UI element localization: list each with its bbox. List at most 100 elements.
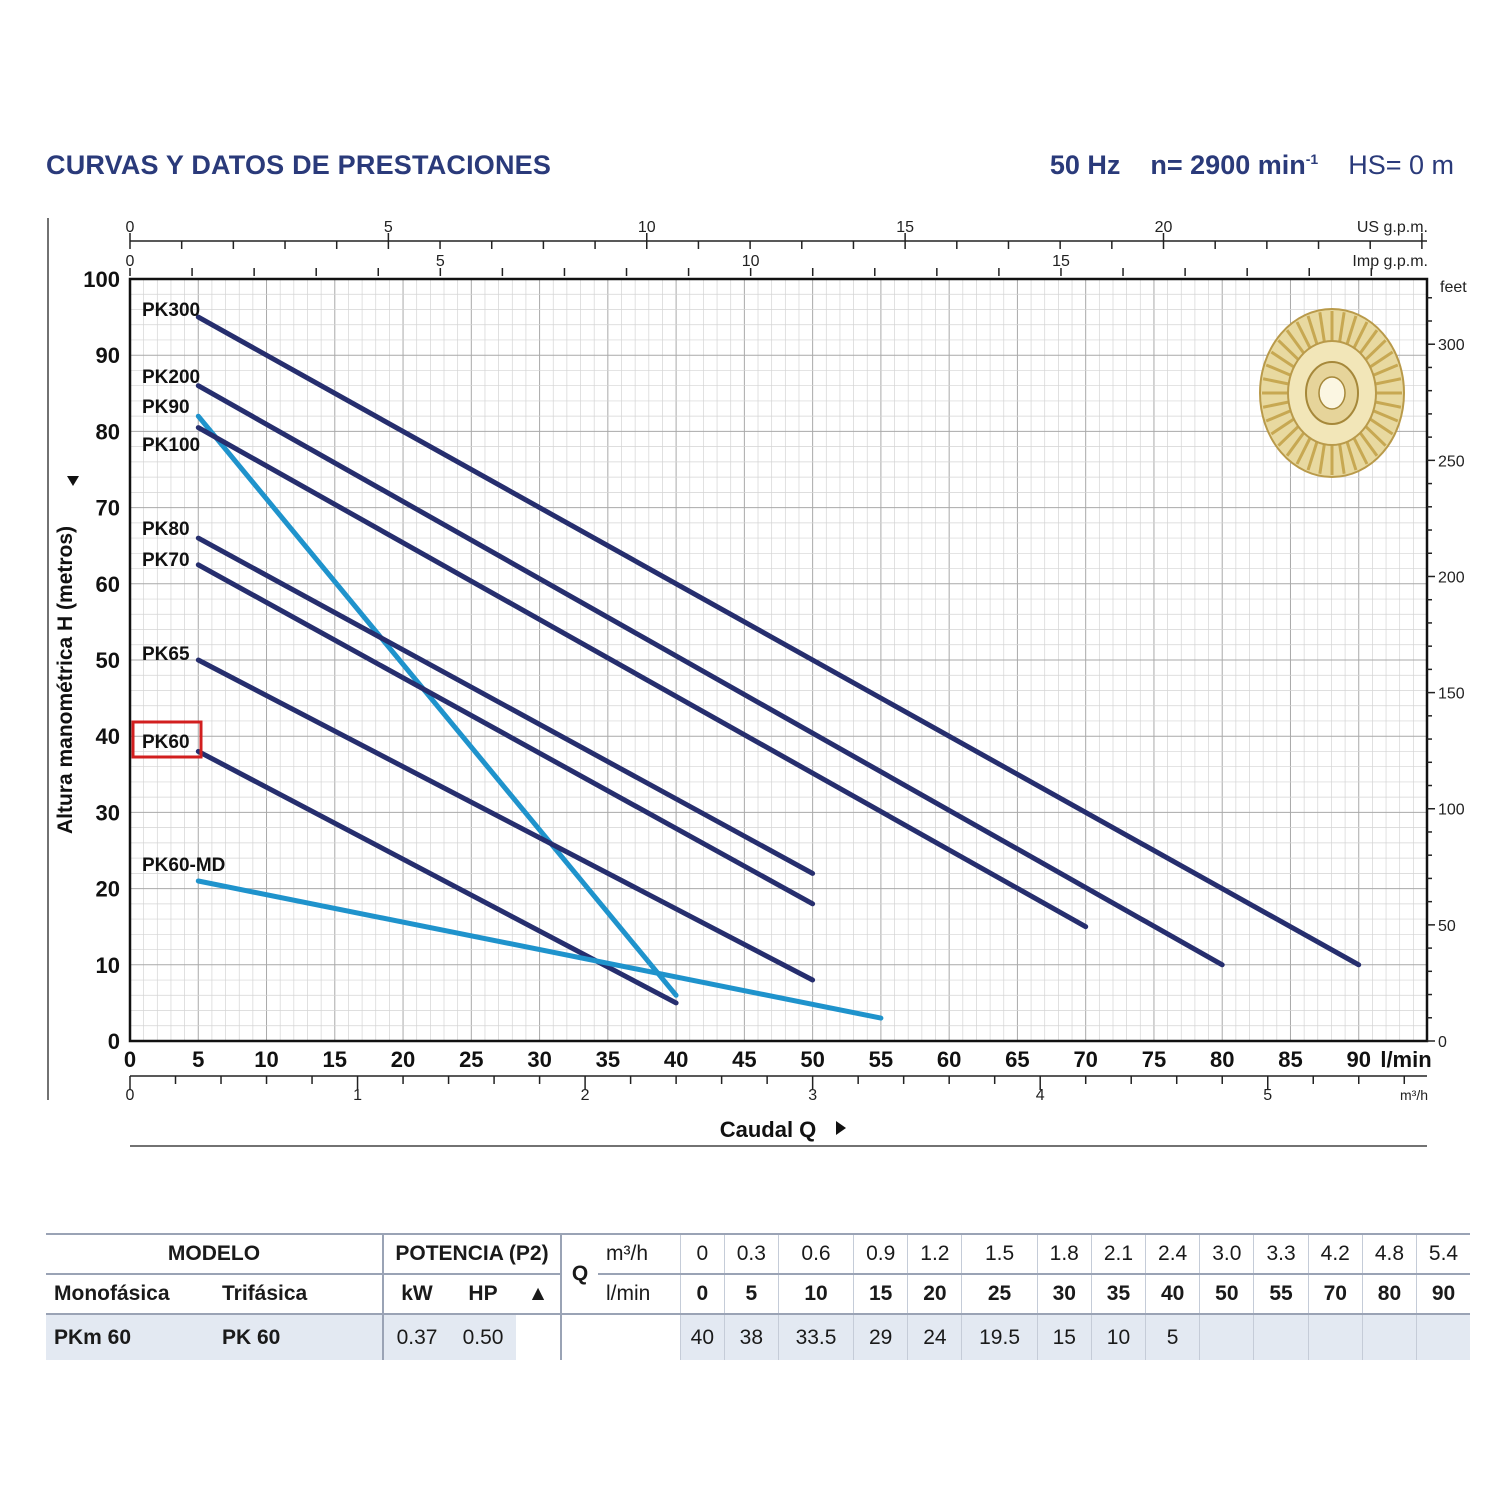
y-tick-label: 80: [96, 419, 120, 444]
impeller-blade: [1359, 329, 1379, 355]
model-mono: PKm 60: [46, 1314, 214, 1360]
feet-tick-label: 50: [1438, 918, 1456, 935]
frequency: 50 Hz: [1049, 150, 1121, 180]
series-line-pk80: [195, 535, 816, 876]
series-label-pk60-md: PK60-MD: [142, 855, 225, 876]
feet-tick-label: 200: [1438, 569, 1465, 586]
series-label-pk60: PK60: [142, 732, 190, 753]
m3h-label: m³/h: [606, 1242, 648, 1265]
m3h-cell: 0: [680, 1234, 725, 1274]
impeller-blade: [1338, 312, 1346, 343]
head-value: [1253, 1314, 1309, 1360]
x-tick-label: 90: [1346, 1047, 1370, 1072]
speed: n= 2900 min-1: [1150, 150, 1319, 180]
head-value: [1361, 1314, 1417, 1360]
m3h-cell: 4.2: [1307, 1234, 1363, 1274]
impeller-blade: [1262, 400, 1289, 409]
impeller-bore: [1318, 376, 1346, 410]
feet-tick-label: 300: [1438, 337, 1465, 354]
us-gpm-tick-label: 0: [126, 219, 135, 236]
series-label-pk65: PK65: [142, 644, 190, 665]
lmin-cell: 40: [1145, 1274, 1200, 1314]
lmin-cell: 25: [961, 1274, 1038, 1314]
x-tick-label: 0: [124, 1047, 136, 1072]
power-kw: 0.37: [383, 1314, 450, 1360]
lmin-cell: 0: [680, 1274, 725, 1314]
modelo-header: MODELO: [46, 1234, 384, 1274]
series-label-pk90: PK90: [142, 397, 190, 418]
head-value: [1199, 1314, 1254, 1360]
impeller-blade: [1318, 443, 1326, 474]
impeller-blade: [1372, 409, 1399, 423]
impeller-blade: [1262, 377, 1289, 386]
series-line-pk65: [195, 657, 816, 983]
plot-frame: [128, 277, 1429, 1043]
empty-cell: [516, 1314, 562, 1360]
imp-gpm-label: Imp g.p.m.: [1352, 253, 1428, 270]
impeller-blade: [1359, 431, 1379, 457]
lmin-cell: 50: [1199, 1274, 1254, 1314]
impeller-blade: [1352, 437, 1369, 465]
feet-label: feet: [1440, 279, 1467, 296]
chart-labels: PK300 PK200 PK90 PK100 PK80 PK70 PK65 PK60 PK60-…: [131, 300, 225, 876]
feet-tick-label: 250: [1438, 453, 1465, 470]
m3h-tick-label: 4: [1036, 1087, 1045, 1104]
impeller-blade: [1369, 350, 1394, 369]
x-tick-label: 70: [1073, 1047, 1097, 1072]
m3h-tick-label: 0: [126, 1087, 135, 1104]
lmin-cell: 10: [777, 1274, 854, 1314]
series-label-pk300: PK300: [142, 300, 200, 321]
m3h-cell: 0.9: [853, 1234, 908, 1274]
y-tick-label: 70: [96, 496, 120, 521]
lmin-cell: 70: [1307, 1274, 1363, 1314]
impeller-blade: [1265, 409, 1292, 423]
impeller-blade: [1364, 425, 1387, 447]
chart-series: [195, 314, 1362, 1021]
impeller-blade: [1295, 437, 1312, 465]
y-tick-label: 90: [96, 343, 120, 368]
head-value: 15: [1036, 1314, 1092, 1360]
chart-grid: [129, 278, 1428, 1042]
feet-tick-label: 100: [1438, 802, 1465, 819]
impeller-blade: [1352, 321, 1369, 349]
impeller-blade: [1375, 400, 1402, 409]
head-value: [1416, 1314, 1470, 1360]
y-axis-arrow-icon: [67, 476, 79, 486]
q-header: Q: [571, 1262, 589, 1285]
trifasica-header: Trifásica: [214, 1274, 384, 1314]
page-title: CURVAS Y DATOS DE PRESTACIONES: [46, 150, 552, 180]
potencia-header: POTENCIA (P2): [383, 1234, 562, 1274]
x-tick-label: 60: [937, 1047, 961, 1072]
y-tick-label: 10: [96, 953, 120, 978]
y-tick-label: 50: [96, 648, 120, 673]
m3h-cell: 2.4: [1145, 1234, 1200, 1274]
x-tick-label: 55: [869, 1047, 893, 1072]
y-tick-label: 40: [96, 724, 120, 749]
m3h-label: m³/h: [1400, 1087, 1428, 1103]
head-value: 19.5: [961, 1314, 1038, 1360]
x-tick-label: 80: [1210, 1047, 1234, 1072]
series-line-pk90: [195, 413, 679, 998]
m3h-cell: 4.8: [1361, 1234, 1417, 1274]
series-line-pk100: [195, 425, 1089, 930]
m3h-cell: 3.0: [1199, 1234, 1254, 1274]
series-label-pk70: PK70: [142, 550, 190, 571]
hp-header: HP: [468, 1282, 498, 1305]
suction-height: HS= 0 m: [1348, 150, 1454, 180]
x-tick-label: 35: [596, 1047, 620, 1072]
y-axis-title: Altura manométrica H (metros): [54, 526, 77, 834]
impeller-image: [1259, 308, 1405, 478]
m3h-cell: 2.1: [1090, 1234, 1146, 1274]
imp-gpm-tick-label: 15: [1052, 253, 1070, 270]
x-axis-title: Caudal Q: [720, 1117, 817, 1142]
lmin-cell: 55: [1253, 1274, 1309, 1314]
lmin-cell: 35: [1090, 1274, 1146, 1314]
impeller-blade: [1285, 329, 1305, 355]
y-tick-label: 60: [96, 572, 120, 597]
m3h-tick-label: 3: [808, 1087, 817, 1104]
impeller-blade: [1270, 417, 1295, 436]
lmin-cell: 20: [907, 1274, 962, 1314]
x-tick-label: 45: [732, 1047, 756, 1072]
us-gpm-tick-label: 20: [1155, 219, 1173, 236]
imp-gpm-tick-label: 0: [126, 253, 135, 270]
